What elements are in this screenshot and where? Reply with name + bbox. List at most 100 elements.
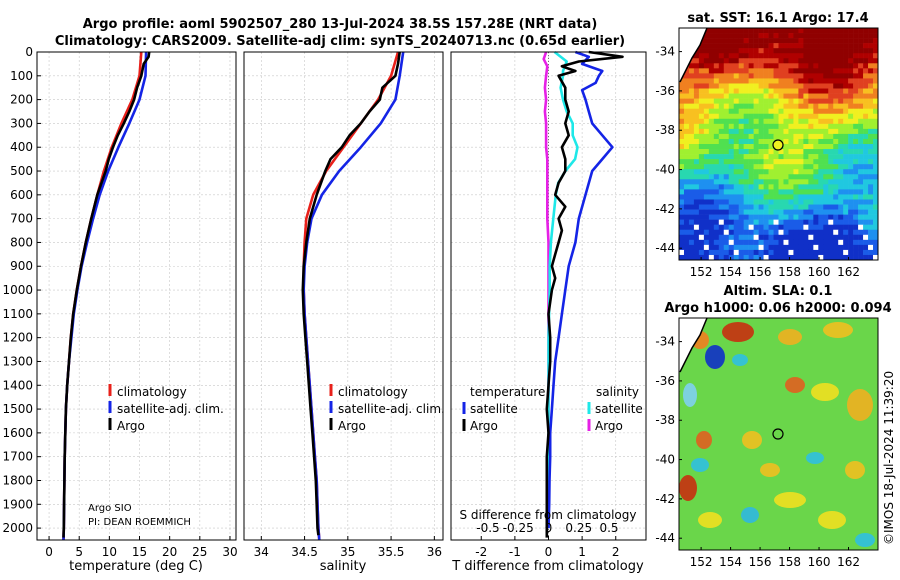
legend-argo-label: Argo bbox=[338, 419, 366, 433]
sst-cell bbox=[688, 68, 695, 74]
sst-cell bbox=[738, 48, 744, 54]
sst-cell bbox=[718, 78, 725, 84]
sst-cell bbox=[753, 43, 759, 49]
sst-cell bbox=[808, 164, 814, 170]
sst-cell bbox=[748, 63, 754, 69]
sst-cell bbox=[708, 239, 715, 246]
sst-cell bbox=[713, 103, 720, 109]
sst-cell bbox=[803, 113, 809, 120]
sst-cell bbox=[813, 53, 819, 59]
sst-cell bbox=[793, 103, 799, 109]
sst-cell bbox=[793, 179, 799, 185]
sst-cell bbox=[858, 83, 864, 89]
sst-cell bbox=[778, 113, 784, 120]
sst-cell bbox=[838, 113, 844, 120]
sst-cell bbox=[778, 234, 784, 241]
sst-cell bbox=[768, 194, 774, 200]
sst-cell bbox=[798, 154, 804, 160]
sst-cell bbox=[723, 118, 730, 125]
sst-cell bbox=[853, 113, 859, 120]
sst-cell bbox=[713, 164, 720, 170]
sst-cell bbox=[713, 123, 720, 130]
sst-cell bbox=[858, 249, 864, 256]
sst-cell bbox=[723, 249, 730, 256]
sst-cell bbox=[723, 58, 730, 64]
sst-cell bbox=[873, 234, 879, 241]
sst-cell bbox=[808, 123, 814, 130]
sst-cell bbox=[858, 123, 864, 130]
sst-cell bbox=[679, 98, 685, 104]
sst-cell bbox=[743, 93, 749, 99]
t-difference-xlabel: T difference from climatology bbox=[451, 559, 644, 574]
sst-cell bbox=[748, 78, 754, 84]
sst-cell bbox=[818, 138, 824, 145]
sst-cell bbox=[833, 154, 839, 160]
sst-cell bbox=[728, 164, 735, 170]
sst-cell bbox=[783, 224, 789, 231]
sst-cell bbox=[873, 78, 879, 84]
sst-cell bbox=[698, 154, 705, 160]
sst-cell bbox=[753, 144, 759, 150]
sst-cell bbox=[768, 144, 774, 150]
sst-cell bbox=[823, 58, 829, 64]
sst-cell bbox=[853, 234, 859, 241]
sst-cell bbox=[683, 234, 690, 241]
sst-cell bbox=[778, 48, 784, 54]
sst-cell bbox=[818, 179, 824, 185]
sst-cell bbox=[728, 123, 735, 130]
sst-cell bbox=[733, 184, 739, 190]
sst-cell bbox=[818, 28, 824, 34]
lat-tick-label: -36 bbox=[655, 84, 675, 98]
sst-cell bbox=[683, 68, 690, 74]
sst-cell bbox=[823, 189, 829, 195]
sst-cell bbox=[718, 164, 725, 170]
sst-cell bbox=[698, 128, 705, 135]
sla-anomaly bbox=[774, 492, 806, 508]
sst-cell bbox=[733, 219, 739, 225]
sst-cell bbox=[838, 209, 844, 215]
sst-cell bbox=[778, 33, 784, 39]
sst-cell bbox=[828, 174, 834, 180]
sst-cell bbox=[743, 28, 749, 34]
sst-cell bbox=[703, 88, 710, 94]
sst-cell bbox=[743, 209, 749, 215]
sst-cell bbox=[713, 189, 720, 195]
sst-cell bbox=[783, 184, 789, 190]
sst-cell bbox=[808, 93, 814, 99]
sst-cell bbox=[743, 244, 749, 251]
sst-cell bbox=[808, 108, 814, 115]
sst-cell bbox=[703, 53, 710, 59]
sst-cell bbox=[693, 174, 700, 180]
sst-cell bbox=[693, 219, 700, 225]
sst-cell bbox=[693, 83, 700, 89]
sst-cell bbox=[838, 38, 844, 44]
sst-cell bbox=[728, 138, 735, 145]
sst-cell bbox=[838, 219, 844, 225]
sst-cell bbox=[718, 154, 725, 160]
sst-cell bbox=[753, 38, 759, 44]
sst-cell bbox=[728, 98, 735, 104]
sla-float-marker bbox=[772, 428, 784, 440]
sst-cell bbox=[733, 229, 739, 236]
sst-cell bbox=[778, 224, 784, 231]
sst-cell bbox=[853, 53, 859, 59]
sst-cell bbox=[778, 209, 784, 215]
sst-cell bbox=[688, 78, 695, 84]
sst-cell bbox=[858, 199, 864, 205]
sst-cell bbox=[873, 43, 879, 49]
sst-cell bbox=[713, 199, 720, 205]
sst-cell bbox=[823, 73, 829, 79]
sst-cell bbox=[798, 138, 804, 145]
sst-cell bbox=[873, 219, 879, 225]
sst-cell bbox=[778, 73, 784, 79]
sst-cell bbox=[748, 58, 754, 64]
sst-cell bbox=[828, 214, 834, 220]
sst-cell bbox=[848, 103, 854, 109]
sst-cell bbox=[853, 179, 859, 185]
sst-cell bbox=[778, 164, 784, 170]
sst-cell bbox=[723, 234, 730, 241]
sst-cell bbox=[823, 199, 829, 205]
sla-anomaly bbox=[679, 475, 697, 501]
sst-cell bbox=[853, 108, 859, 115]
sst-cell bbox=[858, 138, 864, 145]
